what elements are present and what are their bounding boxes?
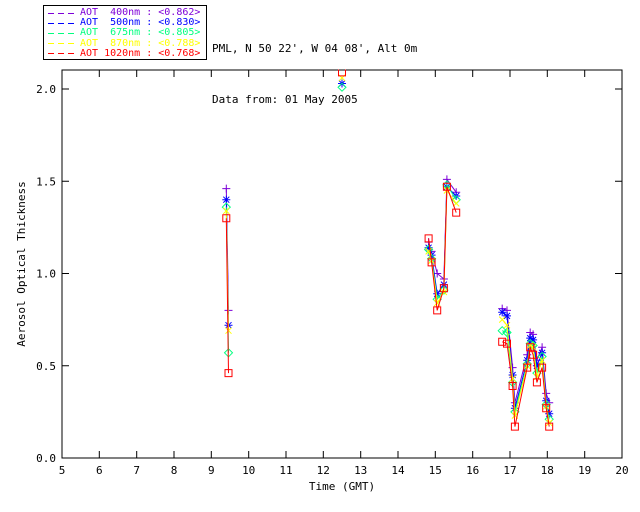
data-point-marker bbox=[452, 208, 461, 217]
x-tick-label: 14 bbox=[391, 464, 405, 477]
x-tick-label: 9 bbox=[208, 464, 215, 477]
data-point-marker bbox=[498, 316, 506, 323]
series-870nm bbox=[222, 74, 553, 427]
plot-header: PML, N 50 22', W 04 08', Alt 0m Data fro… bbox=[212, 6, 417, 125]
x-tick-label: 10 bbox=[242, 464, 255, 477]
data-point-marker bbox=[338, 69, 346, 77]
y-tick-label: 0.5 bbox=[36, 360, 56, 373]
data-point-marker bbox=[433, 289, 442, 298]
legend-row-675nm: AOT 675nm : <0.805> bbox=[48, 28, 206, 38]
data-point-marker bbox=[503, 339, 511, 348]
data-point-marker bbox=[503, 321, 511, 329]
legend-label-500nm: AOT 500nm : <0.830> bbox=[80, 17, 201, 29]
data-point-marker bbox=[545, 422, 554, 431]
data-point-marker bbox=[498, 308, 507, 317]
x-tick-label: 5 bbox=[59, 464, 66, 477]
legend-row-400nm: AOT 400nm : <0.862> bbox=[48, 8, 206, 18]
x-tick-label: 15 bbox=[429, 464, 442, 477]
x-tick-label: 13 bbox=[354, 464, 367, 477]
legend-label-675nm: AOT 675nm : <0.805> bbox=[80, 27, 201, 39]
data-date: Data from: 01 May 2005 bbox=[212, 93, 358, 106]
x-tick-label: 11 bbox=[279, 464, 292, 477]
data-point-marker bbox=[509, 375, 516, 383]
legend-box: AOT 400nm : <0.862> AOT 500nm : <0.830> … bbox=[43, 5, 207, 60]
x-tick-label: 7 bbox=[133, 464, 140, 477]
series-1020nm bbox=[222, 69, 554, 431]
data-point-marker bbox=[433, 306, 442, 315]
series-500nm bbox=[222, 79, 554, 418]
plot-axes bbox=[61, 69, 623, 459]
station-info: PML, N 50 22', W 04 08', Alt 0m bbox=[212, 42, 418, 55]
data-point-marker bbox=[542, 404, 551, 413]
legend-dash-icon bbox=[48, 53, 75, 55]
y-axis-title: Aerosol Optical Thickness bbox=[15, 181, 28, 347]
x-tick-label: 6 bbox=[96, 464, 103, 477]
data-point-marker bbox=[529, 335, 538, 344]
x-tick-label: 19 bbox=[578, 464, 591, 477]
data-point-marker bbox=[439, 284, 448, 293]
data-point-marker bbox=[225, 327, 232, 335]
series-675nm bbox=[221, 82, 554, 425]
legend-label-400nm: AOT 400nm : <0.862> bbox=[80, 7, 201, 19]
series-line bbox=[502, 341, 550, 427]
x-tick-label: 8 bbox=[171, 464, 178, 477]
data-point-marker bbox=[424, 243, 433, 252]
data-point-marker bbox=[503, 311, 511, 320]
data-point-marker bbox=[510, 422, 519, 431]
data-point-marker bbox=[526, 334, 535, 343]
x-tick-label: 20 bbox=[615, 464, 628, 477]
legend-row-1020nm: AOT 1020nm : <0.768> bbox=[48, 47, 206, 59]
x-tick-label: 12 bbox=[317, 464, 330, 477]
legend-dash-icon bbox=[48, 22, 75, 24]
data-point-marker bbox=[424, 234, 433, 243]
legend-label-1020nm: AOT 1020nm : <0.768> bbox=[80, 47, 201, 59]
y-tick-label: 2.0 bbox=[36, 83, 56, 96]
data-point-marker bbox=[427, 258, 436, 267]
data-point-marker bbox=[538, 363, 547, 372]
data-point-marker bbox=[442, 182, 451, 191]
legend-dash-icon bbox=[48, 12, 75, 14]
x-tick-label: 16 bbox=[466, 464, 479, 477]
data-point-marker bbox=[508, 382, 517, 390]
y-tick-label: 1.5 bbox=[36, 175, 56, 188]
data-point-marker bbox=[442, 175, 451, 184]
data-point-marker bbox=[523, 363, 532, 372]
legend-label-870nm: AOT 870nm : <0.788> bbox=[80, 37, 201, 49]
series-line bbox=[225, 218, 229, 374]
x-axis-title: Time (GMT) bbox=[309, 480, 375, 493]
data-point-marker bbox=[224, 369, 233, 378]
data-point-marker bbox=[498, 337, 507, 346]
legend-dash-icon bbox=[48, 32, 75, 34]
data-point-marker bbox=[337, 82, 347, 92]
data-point-marker bbox=[222, 207, 230, 215]
data-point-marker bbox=[222, 195, 231, 204]
data-point-marker bbox=[529, 350, 538, 359]
legend-dash-icon bbox=[48, 43, 75, 45]
data-point-marker bbox=[222, 214, 231, 223]
legend-row-500nm: AOT 500nm : <0.830> bbox=[48, 18, 206, 28]
data-point-marker bbox=[222, 184, 231, 193]
y-tick-label: 1.0 bbox=[36, 268, 56, 281]
data-point-marker bbox=[532, 361, 541, 370]
data-point-marker bbox=[545, 409, 554, 418]
data-point-marker bbox=[502, 327, 512, 338]
legend-row-870nm: AOT 870nm : <0.788> bbox=[48, 37, 206, 49]
x-tick-label: 18 bbox=[541, 464, 554, 477]
x-tick-label: 17 bbox=[503, 464, 516, 477]
y-tick-label: 0.0 bbox=[36, 452, 56, 465]
data-point-marker bbox=[452, 200, 460, 207]
data-point-marker bbox=[538, 356, 546, 364]
data-point-marker bbox=[532, 378, 541, 387]
series-400nm bbox=[222, 175, 554, 407]
data-point-marker bbox=[497, 325, 507, 336]
